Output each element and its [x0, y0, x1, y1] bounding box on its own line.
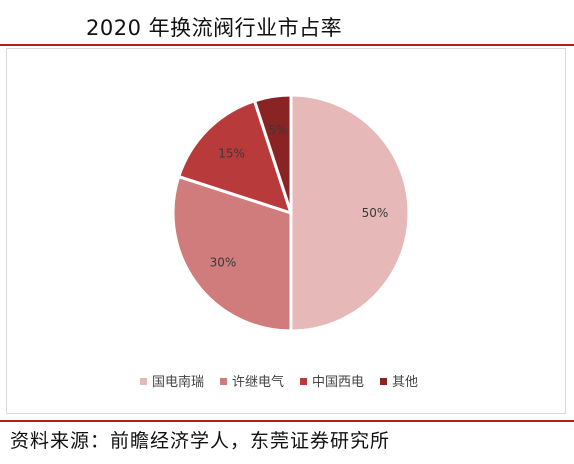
- legend-item-4: 其他: [380, 375, 418, 390]
- slice-label-3: 15%: [218, 147, 245, 161]
- legend-label-2: 许继电气: [232, 374, 284, 390]
- pie-slice-4: [253, 93, 293, 215]
- slice-label-4: 5%: [268, 123, 287, 137]
- source-divider: [0, 420, 574, 422]
- legend-item-3: 中国西电: [300, 375, 364, 390]
- legend-label-3: 中国西电: [312, 375, 364, 390]
- legend-swatch-4: [380, 378, 387, 385]
- legend-item-1: 国电南瑞: [140, 374, 204, 390]
- legend-swatch-2: [220, 378, 227, 385]
- slice-label-2: 30%: [210, 255, 237, 269]
- legend-swatch-1: [140, 378, 147, 385]
- legend-label-1: 国电南瑞: [152, 374, 204, 390]
- legend-item-2: 许继电气: [220, 374, 284, 390]
- pie-slice-1: [289, 93, 411, 333]
- slice-label-1: 50%: [362, 206, 389, 220]
- chart-frame: 50% 30% 15% 5% 国电南瑞 许继电气 中国西电 其他: [6, 48, 566, 414]
- title-divider: [0, 44, 574, 46]
- pie-slice-2: [171, 175, 293, 333]
- source-note: 资料来源：前瞻经济学人，东莞证券研究所: [10, 430, 391, 452]
- legend-swatch-3: [300, 378, 307, 385]
- chart-title: 2020 年换流阀行业市占率: [86, 16, 343, 40]
- pie-chart: 50% 30% 15% 5% 国电南瑞 许继电气 中国西电 其他: [140, 93, 418, 390]
- legend-label-4: 其他: [392, 375, 418, 390]
